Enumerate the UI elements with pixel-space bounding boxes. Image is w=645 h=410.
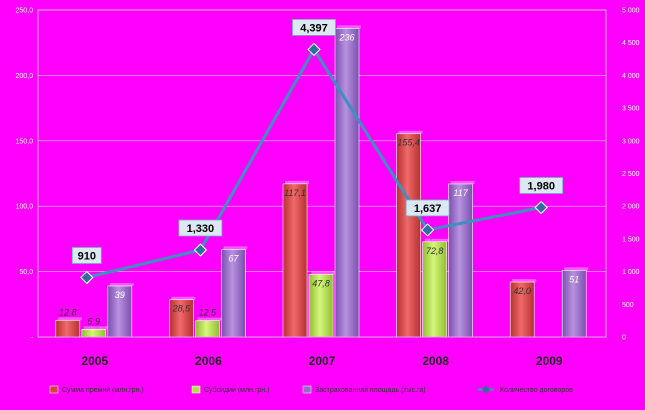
- bar-data-label: 47,8: [312, 278, 330, 288]
- bar-top: [564, 267, 589, 271]
- bar-series0-2008: [396, 133, 421, 338]
- legend-label: Застрахованная площадь (тыс.га): [315, 387, 426, 394]
- legend-label: Сумма премий (млн.грн.): [62, 386, 144, 394]
- contracts-data-label: 1,980: [527, 181, 555, 193]
- x-category-label: 2008: [422, 354, 449, 368]
- bar-top: [450, 180, 475, 184]
- y-right-tick: 1 500: [622, 236, 640, 243]
- bar-top: [109, 282, 134, 286]
- y-left-tick: 100,0: [15, 204, 33, 211]
- y-right-tick: 3 000: [622, 138, 640, 145]
- x-category-label: 2006: [195, 354, 222, 368]
- contracts-callout-box: [71, 247, 102, 264]
- x-axis-categories: 2005 2006 2007 2008 2009: [38, 336, 606, 368]
- y-right-tick: 4 000: [622, 73, 640, 80]
- bar-top: [398, 130, 423, 134]
- contracts-point: [193, 243, 208, 257]
- y-right-tick: 3 500: [622, 106, 640, 113]
- bar-top: [512, 279, 537, 283]
- bar-series0-2009: [509, 281, 535, 338]
- bar-top: [223, 246, 248, 250]
- bar-data-label: 51: [569, 274, 579, 284]
- bar-top: [197, 317, 222, 321]
- legend-swatch: [49, 385, 59, 394]
- bar-series2-2006: [221, 249, 246, 338]
- x-category-label: 2007: [309, 354, 336, 368]
- bar-series1-2007: [308, 274, 334, 338]
- y-right-tick: 5 000: [622, 8, 640, 15]
- legend-marker: [482, 385, 490, 394]
- bar-data-label: 12,8: [59, 307, 77, 317]
- bar-series0-2005: [55, 319, 81, 338]
- y-left-tick: 50,0: [19, 269, 33, 276]
- x-category-label: 2009: [536, 354, 563, 368]
- legend-swatch: [302, 385, 312, 394]
- y-right-tick: 500: [622, 302, 634, 309]
- contracts-callout-box: [405, 199, 450, 217]
- bar-series0-2007: [282, 183, 308, 338]
- bar-top: [171, 296, 196, 300]
- bar-top: [424, 238, 449, 242]
- bar-series2-2008: [448, 183, 473, 338]
- bar-data-label: 236: [338, 32, 354, 42]
- bar-data-label: 28,5: [172, 304, 192, 314]
- bar-series2-2005: [107, 285, 133, 338]
- y-right-tick: 2 000: [622, 204, 640, 211]
- y-right-tick: 1 000: [622, 269, 640, 276]
- bar-data-label: 42,0: [513, 286, 531, 296]
- contracts-point: [80, 270, 94, 285]
- contracts-data-label: 4,397: [300, 22, 328, 34]
- bar-top: [311, 271, 335, 275]
- contracts-data-label: 910: [78, 250, 96, 262]
- bar-data-label: 5,9: [88, 316, 101, 326]
- bar-data-label: 117,1: [284, 188, 306, 198]
- y-left-tick: -: [31, 335, 34, 342]
- contracts-callout-box: [292, 19, 336, 36]
- contracts-point: [307, 42, 321, 57]
- gridlines: [38, 9, 606, 272]
- contracts-callout-box: [178, 219, 223, 237]
- bar-series2-2009: [561, 269, 587, 338]
- bar-data-label: 117: [453, 188, 468, 198]
- x-category-label: 2005: [81, 354, 108, 368]
- bar-data-label: 12,5: [199, 308, 218, 318]
- bar-series1-2005: [81, 328, 107, 338]
- contracts-line: 910 1,330 4,397 1,637 1,980: [71, 19, 564, 285]
- bar-series1-2008: [422, 241, 447, 338]
- legend-swatch: [191, 385, 201, 394]
- contracts-callout-box: [519, 177, 564, 194]
- y-right-tick: 4 500: [622, 40, 640, 47]
- contracts-point: [534, 200, 548, 215]
- contracts-data-label: 1,330: [187, 223, 215, 235]
- contracts-data-label: 1,637: [414, 203, 442, 215]
- bar-top: [57, 317, 82, 321]
- bar-series1-2006: [195, 320, 220, 338]
- y-right-tick: 0: [622, 335, 626, 342]
- contracts-point: [420, 223, 435, 237]
- y-axis-left: - 50,0 100,0 150,0 200,0 250,0: [15, 8, 33, 342]
- bar-top: [285, 180, 309, 184]
- bar-series2-2007: [334, 28, 360, 338]
- legend: Сумма премий (млн.грн.) Субсидии (млн.грн…: [49, 385, 573, 394]
- bar-top: [337, 25, 361, 29]
- bar-data-label: 72,8: [426, 246, 444, 256]
- legend-label: Количество договоров: [500, 387, 573, 394]
- y-axis-right: 0 500 1 000 1 500 2 000 2 500 3 000 3 500 4 000 4…: [622, 8, 640, 342]
- y-left-tick: 150,0: [15, 138, 33, 145]
- bar-data-label: 67: [228, 253, 239, 263]
- bar-top: [83, 326, 108, 330]
- bar-data-label: 155,4: [397, 138, 420, 148]
- y-left-tick: 200,0: [15, 73, 33, 80]
- y-left-tick: 250,0: [15, 8, 33, 15]
- bar-data-label: 39: [115, 290, 125, 300]
- bars: 12,8 28,5 117,1 155,4 42,0 5,9 12,5 47,8 72,8 39 6…: [55, 25, 589, 338]
- legend-label: Субсидии (млн.грн.): [204, 386, 269, 394]
- y-right-tick: 2 500: [622, 171, 640, 178]
